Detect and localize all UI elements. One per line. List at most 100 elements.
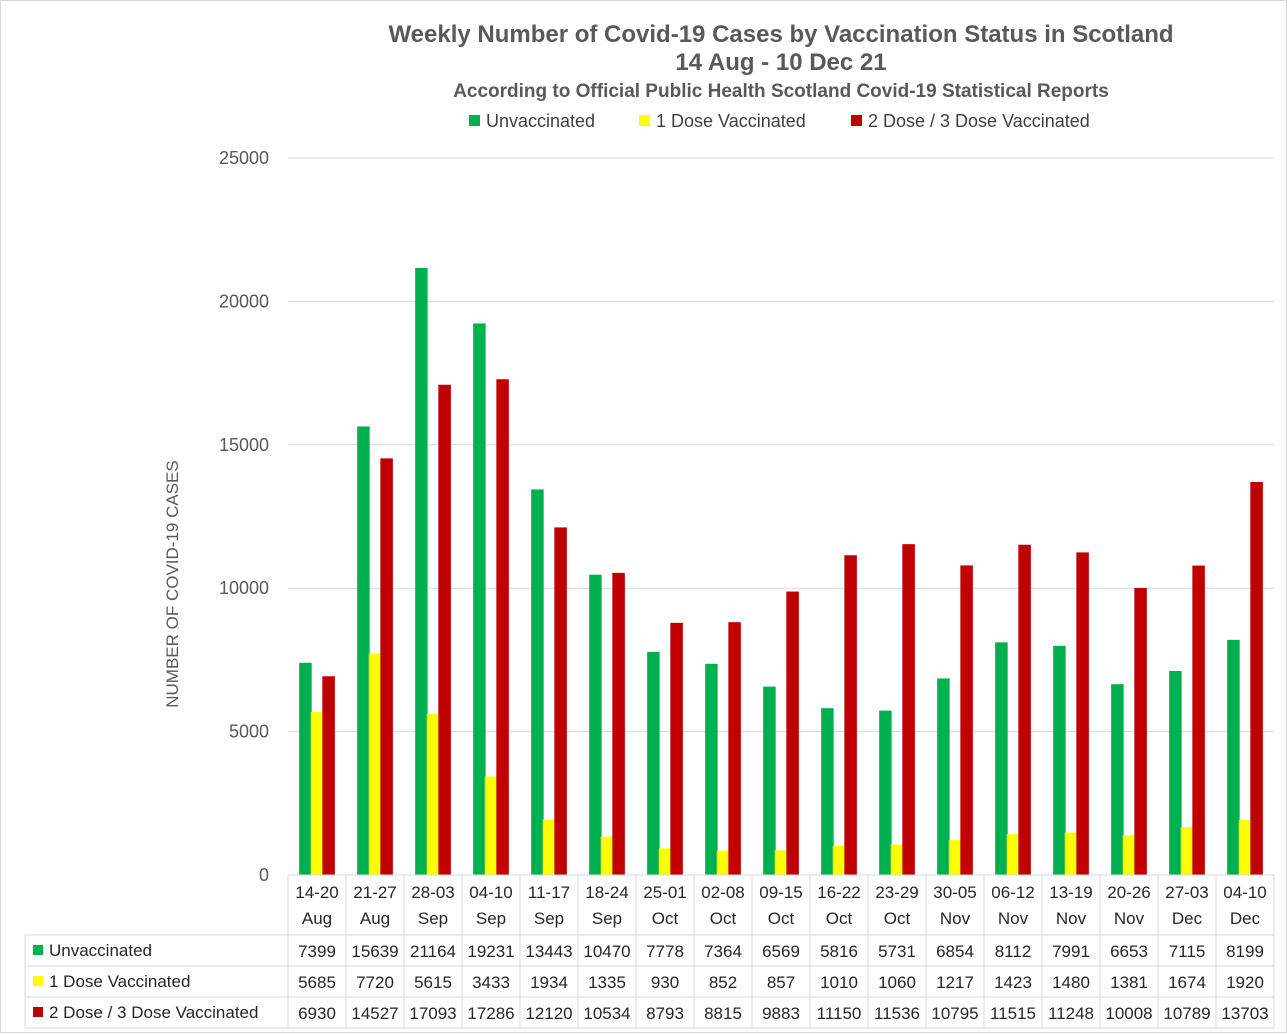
bar-1-dose-vaccinated [774,850,788,875]
y-tick-label: 5000 [229,722,269,742]
x-tick-label-month: Aug [360,909,390,928]
x-tick-label: 28-03 [411,883,454,902]
bar-2-dose-3-dose-vaccinated [554,527,567,875]
bar-unvaccinated [879,710,892,875]
y-tick-label: 25000 [219,148,269,168]
bar-2-dose-3-dose-vaccinated [844,555,857,875]
table-row-label: Unvaccinated [49,941,152,960]
bar-unvaccinated [357,426,370,875]
x-tick-label: 16-22 [817,883,860,902]
data-label: 10534 [583,1004,630,1023]
data-label: 19231 [467,942,514,961]
x-tick-label-month: Nov [1114,909,1145,928]
x-tick-label-month: Nov [998,909,1029,928]
bar-2-dose-3-dose-vaccinated [902,544,915,875]
x-tick-label-month: Oct [826,909,853,928]
x-tick-label: 30-05 [933,883,976,902]
bar-unvaccinated [473,323,486,875]
bar-unvaccinated [1169,670,1182,875]
chart-title-dates: 14 Aug - 10 Dec 21 [675,49,886,76]
x-tick-label-month: Sep [418,909,448,928]
x-tick-label: 11-17 [528,883,570,902]
bar-1-dose-vaccinated [426,713,440,875]
x-tick-label-month: Oct [652,909,679,928]
data-label: 7720 [356,973,394,992]
y-tick-label: 20000 [219,291,269,311]
data-label: 6653 [1110,942,1148,961]
bar-2-dose-3-dose-vaccinated [1250,482,1263,875]
bar-1-dose-vaccinated [1064,832,1078,875]
table-key-unvaccinated [33,945,43,955]
bar-unvaccinated [763,686,776,875]
bar-unvaccinated [1053,645,1066,875]
data-label: 8112 [995,942,1032,961]
x-tick-label: 23-29 [875,883,918,902]
bar-2-dose-3-dose-vaccinated [1076,552,1089,875]
data-label: 7778 [646,942,684,961]
x-tick-label: 04-10 [469,883,512,902]
data-label: 1217 [936,973,974,992]
bar-2-dose-3-dose-vaccinated [786,591,799,875]
data-label: 8199 [1226,942,1264,961]
table-row-label: 1 Dose Vaccinated [49,972,190,991]
table-key-1-dose-vaccinated [33,976,43,986]
bar-1-dose-vaccinated [658,848,672,875]
bar-1-dose-vaccinated [1180,826,1194,875]
bar-1-dose-vaccinated [600,836,614,875]
data-label: 5615 [414,973,452,992]
data-label: 7399 [298,942,336,961]
bar-2-dose-3-dose-vaccinated [1134,587,1147,875]
bar-1-dose-vaccinated [1122,835,1136,875]
data-label: 5816 [820,942,858,961]
data-label: 17286 [467,1004,514,1023]
data-label: 6930 [298,1004,336,1023]
data-label: 8815 [704,1004,742,1023]
x-tick-label: 06-12 [991,883,1034,902]
x-tick-label-month: Sep [534,909,564,928]
x-tick-label: 25-01 [643,883,686,902]
data-label: 852 [709,973,737,992]
x-tick-label-month: Oct [710,909,737,928]
bar-2-dose-3-dose-vaccinated [1018,544,1031,875]
data-label: 10789 [1163,1004,1210,1023]
y-tick-label: 10000 [219,578,269,598]
data-label: 7364 [704,942,742,961]
data-label: 10008 [1105,1004,1152,1023]
legend-label-2-dose-3-dose-vaccinated: 2 Dose / 3 Dose Vaccinated [868,111,1090,131]
chart-subtitle: According to Official Public Health Scot… [453,81,1109,102]
x-tick-label-month: Dec [1230,909,1261,928]
data-label: 12120 [525,1004,572,1023]
x-tick-label-month: Sep [476,909,506,928]
x-tick-label: 02-08 [701,883,744,902]
x-tick-label-month: Oct [884,909,911,928]
bar-1-dose-vaccinated [542,819,556,875]
bar-1-dose-vaccinated [832,846,846,875]
bar-unvaccinated [937,678,950,875]
bar-2-dose-3-dose-vaccinated [960,565,973,875]
x-tick-label: 13-19 [1049,883,1092,902]
data-label: 1674 [1168,973,1206,992]
data-label: 21164 [410,942,456,961]
legend-label-1-dose-vaccinated: 1 Dose Vaccinated [656,111,806,131]
data-label: 11536 [874,1004,920,1023]
bars [299,268,1263,875]
x-tick-label: 20-26 [1107,883,1150,902]
x-tick-label: 14-20 [295,883,338,902]
data-table: 14-20 Aug 21-27 Aug 28-03 Sep 04-10 Sep 11-17 Sep… [24,874,1275,1029]
y-axis-label: NUMBER OF COVID-19 CASES [163,460,182,708]
data-label: 7115 [1169,942,1206,961]
data-label: 857 [767,973,795,992]
data-label: 5731 [878,942,916,961]
x-tick-label-month: Oct [768,909,795,928]
table-key-2-dose-3-dose-vaccinated [33,1007,43,1017]
data-label: 9883 [762,1004,800,1023]
data-label: 15639 [351,942,398,961]
bar-2-dose-3-dose-vaccinated [496,379,509,875]
data-label: 1010 [820,973,858,992]
data-label: 11515 [990,1004,1036,1023]
y-tick-label: 0 [259,865,269,885]
data-label: 1335 [588,973,626,992]
data-label: 11248 [1048,1004,1094,1023]
bar-unvaccinated [415,268,428,875]
